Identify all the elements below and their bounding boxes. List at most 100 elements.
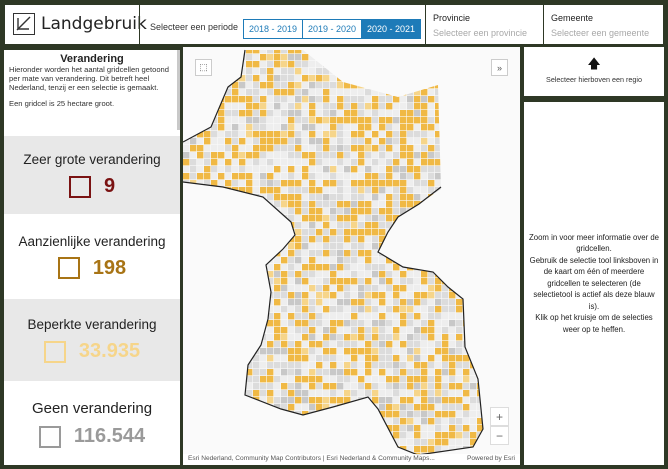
grid-cell[interactable] bbox=[267, 152, 274, 159]
grid-cell[interactable] bbox=[330, 110, 337, 117]
grid-cell[interactable] bbox=[246, 376, 253, 383]
grid-cell[interactable] bbox=[302, 89, 309, 96]
grid-cell[interactable] bbox=[365, 229, 372, 236]
grid-cell[interactable] bbox=[267, 327, 274, 334]
grid-cell[interactable] bbox=[435, 369, 442, 376]
grid-cell[interactable] bbox=[302, 131, 309, 138]
grid-cell[interactable] bbox=[407, 411, 414, 418]
grid-cell[interactable] bbox=[414, 173, 421, 180]
grid-cell[interactable] bbox=[218, 110, 225, 117]
grid-cell[interactable] bbox=[449, 390, 456, 397]
grid-cell[interactable] bbox=[267, 334, 274, 341]
grid-cell[interactable] bbox=[316, 138, 323, 145]
grid-cell[interactable] bbox=[449, 425, 456, 432]
grid-cell[interactable] bbox=[211, 152, 218, 159]
grid-cell[interactable] bbox=[197, 145, 204, 152]
grid-cell[interactable] bbox=[323, 215, 330, 222]
grid-cell[interactable] bbox=[323, 82, 330, 89]
grid-cell[interactable] bbox=[400, 334, 407, 341]
grid-cell[interactable] bbox=[246, 383, 253, 390]
grid-cell[interactable] bbox=[379, 390, 386, 397]
grid-cell[interactable] bbox=[183, 152, 190, 159]
grid-cell[interactable] bbox=[281, 110, 288, 117]
grid-cell[interactable] bbox=[316, 313, 323, 320]
grid-cell[interactable] bbox=[414, 376, 421, 383]
grid-cell[interactable] bbox=[295, 285, 302, 292]
grid-cell[interactable] bbox=[281, 376, 288, 383]
grid-cell[interactable] bbox=[351, 390, 358, 397]
grid-cell[interactable] bbox=[288, 68, 295, 75]
grid-cell[interactable] bbox=[281, 271, 288, 278]
grid-cell[interactable] bbox=[407, 397, 414, 404]
grid-cell[interactable] bbox=[267, 124, 274, 131]
grid-cell[interactable] bbox=[386, 334, 393, 341]
grid-cell[interactable] bbox=[197, 180, 204, 187]
category-limited[interactable]: Beperkte verandering 33.935 bbox=[4, 299, 180, 381]
grid-cell[interactable] bbox=[274, 397, 281, 404]
grid-cell[interactable] bbox=[358, 187, 365, 194]
grid-cell[interactable] bbox=[463, 411, 470, 418]
grid-cell[interactable] bbox=[442, 446, 449, 453]
grid-cell[interactable] bbox=[288, 215, 295, 222]
grid-cell[interactable] bbox=[302, 271, 309, 278]
grid-cell[interactable] bbox=[316, 173, 323, 180]
grid-cell[interactable] bbox=[316, 397, 323, 404]
grid-cell[interactable] bbox=[330, 257, 337, 264]
grid-cell[interactable] bbox=[274, 47, 281, 54]
grid-cell[interactable] bbox=[260, 82, 267, 89]
grid-cell[interactable] bbox=[302, 54, 309, 61]
grid-cell[interactable] bbox=[316, 320, 323, 327]
grid-cell[interactable] bbox=[323, 124, 330, 131]
grid-cell[interactable] bbox=[421, 145, 428, 152]
grid-cell[interactable] bbox=[365, 145, 372, 152]
grid-cell[interactable] bbox=[204, 159, 211, 166]
grid-cell[interactable] bbox=[260, 362, 267, 369]
grid-cell[interactable] bbox=[295, 110, 302, 117]
grid-cell[interactable] bbox=[281, 180, 288, 187]
grid-cell[interactable] bbox=[302, 159, 309, 166]
grid-cell[interactable] bbox=[428, 159, 435, 166]
grid-cell[interactable] bbox=[386, 194, 393, 201]
grid-cell[interactable] bbox=[267, 166, 274, 173]
grid-cell[interactable] bbox=[344, 369, 351, 376]
grid-cell[interactable] bbox=[351, 355, 358, 362]
grid-cell[interactable] bbox=[323, 285, 330, 292]
grid-cell[interactable] bbox=[274, 285, 281, 292]
grid-cell[interactable] bbox=[386, 348, 393, 355]
grid-cell[interactable] bbox=[316, 208, 323, 215]
grid-cell[interactable] bbox=[288, 82, 295, 89]
grid-cell[interactable] bbox=[351, 278, 358, 285]
grid-cell[interactable] bbox=[267, 173, 274, 180]
grid-cell[interactable] bbox=[323, 222, 330, 229]
grid-cell[interactable] bbox=[309, 313, 316, 320]
grid-cell[interactable] bbox=[239, 103, 246, 110]
grid-cell[interactable] bbox=[274, 264, 281, 271]
grid-cell[interactable] bbox=[218, 103, 225, 110]
grid-cell[interactable] bbox=[428, 173, 435, 180]
grid-cell[interactable] bbox=[393, 117, 400, 124]
grid-cell[interactable] bbox=[386, 124, 393, 131]
grid-cell[interactable] bbox=[183, 173, 190, 180]
grid-cell[interactable] bbox=[344, 187, 351, 194]
grid-cell[interactable] bbox=[414, 383, 421, 390]
grid-cell[interactable] bbox=[428, 180, 435, 187]
grid-cell[interactable] bbox=[330, 390, 337, 397]
grid-cell[interactable] bbox=[421, 187, 428, 194]
grid-cell[interactable] bbox=[421, 313, 428, 320]
grid-cell[interactable] bbox=[351, 243, 358, 250]
grid-cell[interactable] bbox=[330, 117, 337, 124]
grid-cell[interactable] bbox=[407, 439, 414, 446]
grid-cell[interactable] bbox=[358, 320, 365, 327]
grid-cell[interactable] bbox=[281, 341, 288, 348]
grid-cell[interactable] bbox=[295, 61, 302, 68]
grid-cell[interactable] bbox=[281, 194, 288, 201]
grid-cell[interactable] bbox=[295, 47, 302, 54]
grid-cell[interactable] bbox=[414, 131, 421, 138]
grid-cell[interactable] bbox=[393, 187, 400, 194]
powered-by[interactable]: Powered by Esri bbox=[466, 455, 515, 462]
grid-cell[interactable] bbox=[400, 187, 407, 194]
grid-cell[interactable] bbox=[435, 124, 442, 131]
grid-cell[interactable] bbox=[421, 152, 428, 159]
grid-cell[interactable] bbox=[449, 404, 456, 411]
grid-cell[interactable] bbox=[246, 369, 253, 376]
